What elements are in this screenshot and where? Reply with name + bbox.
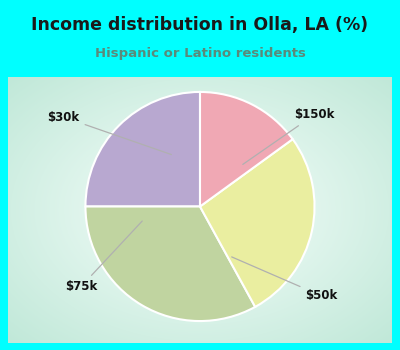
- Text: $75k: $75k: [65, 221, 142, 293]
- Wedge shape: [86, 92, 200, 206]
- Text: Hispanic or Latino residents: Hispanic or Latino residents: [94, 47, 306, 60]
- Text: $50k: $50k: [232, 257, 338, 302]
- Text: $150k: $150k: [243, 108, 334, 164]
- Wedge shape: [200, 139, 314, 307]
- Wedge shape: [86, 206, 255, 321]
- Text: $30k: $30k: [48, 111, 171, 155]
- Text: Income distribution in Olla, LA (%): Income distribution in Olla, LA (%): [32, 16, 368, 34]
- Wedge shape: [200, 92, 293, 206]
